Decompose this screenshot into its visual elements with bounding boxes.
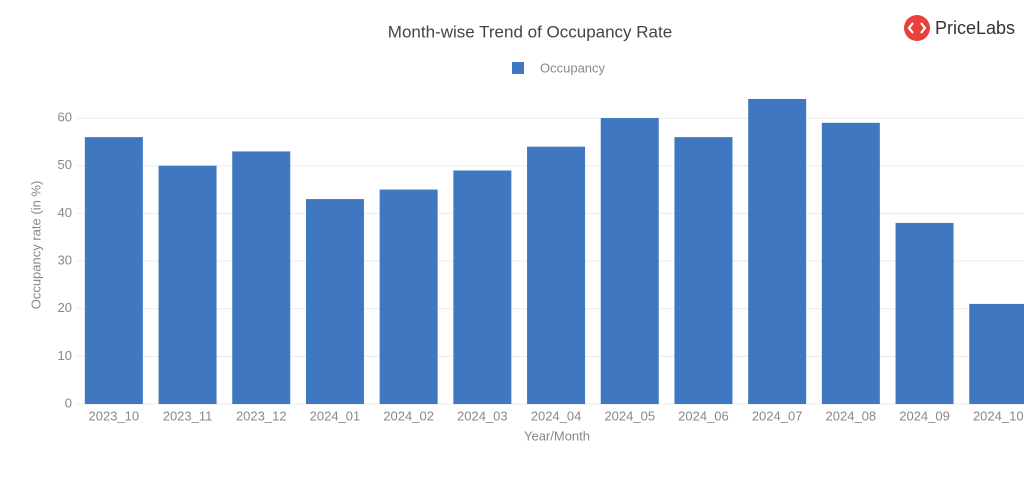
x-axis-label: Year/Month [524,428,590,443]
bar [527,146,586,404]
x-tick-label: 2023_12 [236,408,287,423]
x-tick-label: 2024_07 [752,408,803,423]
x-tick-label: 2024_09 [899,408,950,423]
chart-title: Month-wise Trend of Occupancy Rate [388,22,672,41]
logo-text: PriceLabs [935,18,1015,38]
bar [748,99,807,404]
y-tick-label: 0 [65,395,72,410]
bar [600,118,659,404]
x-tick-label: 2024_01 [310,408,361,423]
x-tick-label: 2024_06 [678,408,729,423]
bar [821,122,880,404]
logo-arrows [907,22,927,34]
y-tick-label: 10 [58,348,72,363]
y-tick-label: 30 [58,252,72,267]
legend-swatch [512,62,524,74]
y-tick-label: 40 [58,205,72,220]
legend-label: Occupancy [540,60,606,75]
x-tick-label: 2023_10 [89,408,140,423]
bar [895,222,954,404]
x-tick-label: 2023_11 [163,408,213,423]
bar [969,303,1024,404]
y-axis-label: Occupancy rate (in %) [28,181,43,310]
x-tick-label: 2024_02 [383,408,434,423]
logo-icon [904,15,930,41]
bar [232,151,291,404]
x-tick-label: 2024_04 [531,408,582,423]
y-tick-label: 20 [58,300,72,315]
logo: PriceLabs [904,15,1015,41]
bar [379,189,438,404]
x-tick-label: 2024_10 [973,408,1024,423]
x-tick-label: 2024_08 [826,408,877,423]
bar [305,199,364,404]
bar [84,137,143,404]
y-tick-label: 60 [58,110,72,125]
x-tick-label: 2024_03 [457,408,508,423]
y-tick-label: 50 [58,157,72,172]
bar [453,170,512,404]
bar [674,137,733,404]
bar [158,165,217,404]
x-tick-label: 2024_05 [604,408,655,423]
